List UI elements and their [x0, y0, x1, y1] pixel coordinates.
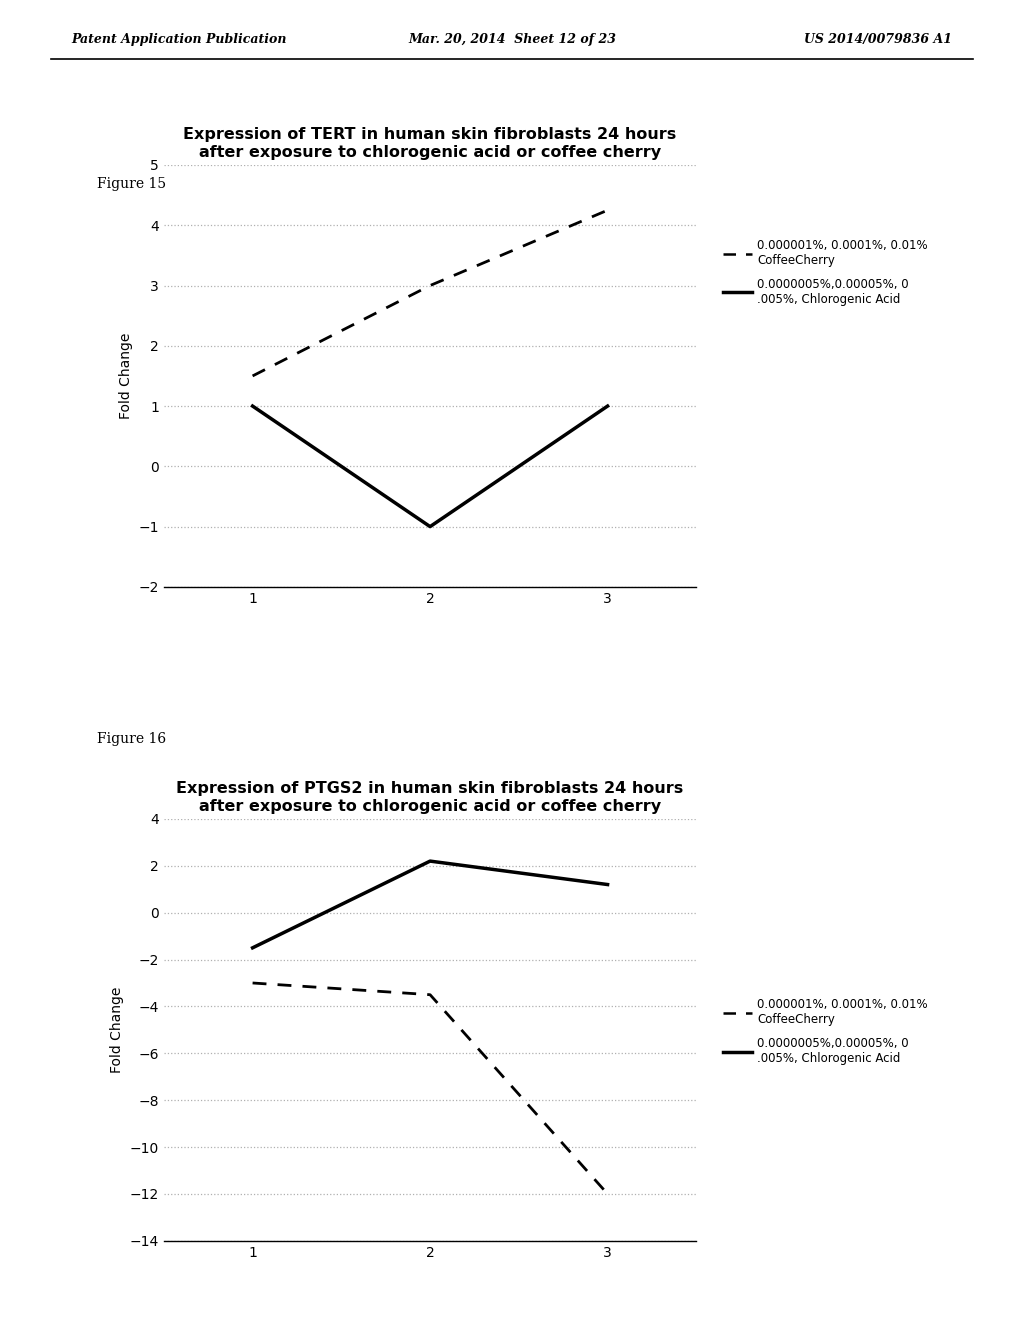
Text: US 2014/0079836 A1: US 2014/0079836 A1 — [804, 33, 952, 46]
Title: Expression of PTGS2 in human skin fibroblasts 24 hours
after exposure to chlorog: Expression of PTGS2 in human skin fibrob… — [176, 781, 684, 813]
Text: Mar. 20, 2014  Sheet 12 of 23: Mar. 20, 2014 Sheet 12 of 23 — [408, 33, 616, 46]
Legend: 0.000001%, 0.0001%, 0.01%
CoffeeCherry, 0.0000005%,0.00005%, 0
.005%, Chlorogeni: 0.000001%, 0.0001%, 0.01% CoffeeCherry, … — [718, 234, 933, 310]
Title: Expression of TERT in human skin fibroblasts 24 hours
after exposure to chloroge: Expression of TERT in human skin fibrobl… — [183, 127, 677, 160]
Text: Figure 16: Figure 16 — [97, 731, 167, 746]
Y-axis label: Fold Change: Fold Change — [111, 986, 124, 1073]
Y-axis label: Fold Change: Fold Change — [119, 333, 133, 420]
Legend: 0.000001%, 0.0001%, 0.01%
CoffeeCherry, 0.0000005%,0.00005%, 0
.005%, Chlorogeni: 0.000001%, 0.0001%, 0.01% CoffeeCherry, … — [718, 994, 933, 1069]
Text: Figure 15: Figure 15 — [97, 177, 167, 191]
Text: Patent Application Publication: Patent Application Publication — [72, 33, 287, 46]
